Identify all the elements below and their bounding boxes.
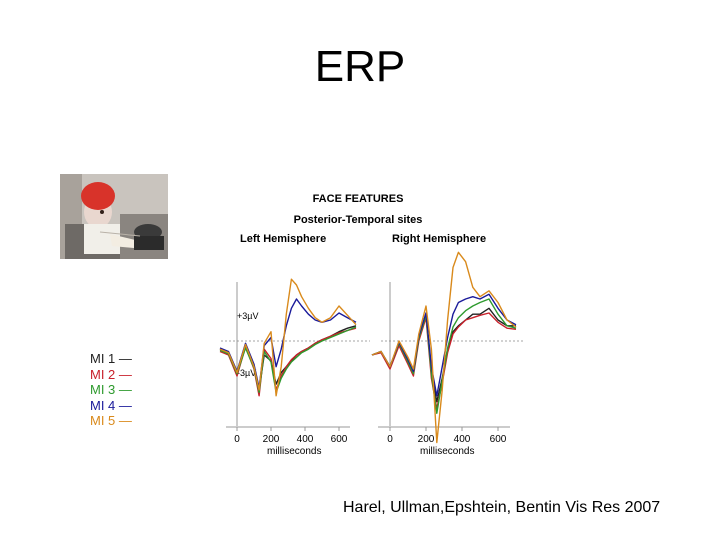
legend-item-mi5: MI 5 —	[90, 413, 132, 428]
legend-item-mi3: MI 3 —	[90, 382, 132, 397]
x-tick-label-left-600: 600	[331, 434, 348, 445]
legend-item-mi1: MI 1 —	[90, 351, 132, 366]
x-tick-label-left-200: 200	[263, 434, 280, 445]
citation: Harel, Ullman,Epshtein, Bentin Vis Res 2…	[343, 499, 661, 516]
x-axis-label-right: milliseconds	[420, 446, 474, 457]
slide-title: ERP	[314, 42, 406, 91]
x-tick-label-right-600: 600	[490, 434, 507, 445]
series-line-right-mi5	[371, 251, 517, 444]
series-line-left-mi5	[219, 278, 357, 397]
panel-title-left: Left Hemisphere	[240, 233, 326, 245]
y-tick-positive: +3µV	[237, 311, 258, 321]
eeg-photo-illustration	[60, 174, 168, 259]
x-axis-label-left: milliseconds	[267, 446, 321, 457]
legend: MI 1 — MI 2 — MI 3 — MI 4 — MI 5 —	[90, 351, 132, 429]
eeg-subject-photo	[60, 174, 168, 259]
x-tick-label-right-400: 400	[454, 434, 471, 445]
series-line-left-mi3	[219, 326, 357, 393]
chart-title: FACE FEATURES	[313, 193, 404, 205]
panel-title-right: Right Hemisphere	[392, 233, 486, 245]
x-tick-label-right-200: 200	[418, 434, 435, 445]
x-tick-label-right-0: 0	[387, 434, 393, 445]
legend-item-mi4: MI 4 —	[90, 397, 132, 413]
x-tick-label-left-0: 0	[234, 434, 240, 445]
series-line-right-mi4	[371, 293, 517, 397]
chart-subtitle: Posterior-Temporal sites	[294, 214, 423, 226]
y-tick-negative: -3µV	[237, 368, 256, 378]
legend-item-mi2: MI 2 —	[90, 366, 132, 382]
x-tick-label-left-400: 400	[297, 434, 314, 445]
